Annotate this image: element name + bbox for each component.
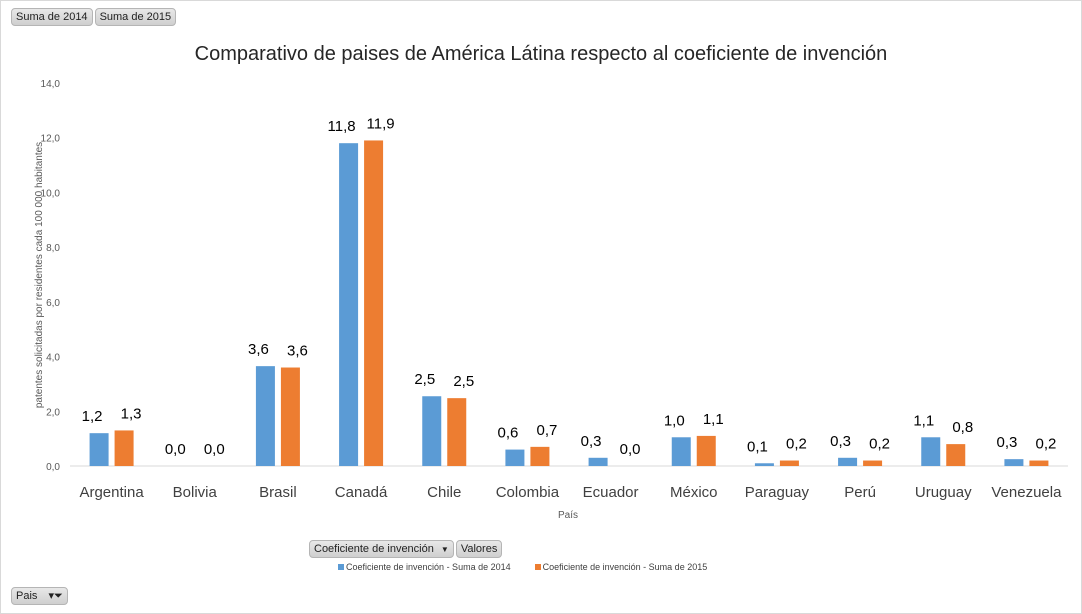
y-tick-label: 8,0 [46, 243, 60, 254]
data-label: 1,2 [82, 408, 103, 425]
dropdown-arrow-icon[interactable]: ▼ [440, 545, 449, 554]
bar-2014 [671, 437, 691, 466]
x-tick-label: Colombia [496, 484, 560, 501]
legend-swatch [338, 564, 344, 570]
bar-2014 [754, 463, 774, 466]
data-label: 0,1 [747, 438, 768, 455]
bar-2015 [696, 435, 716, 466]
bar-2014 [921, 437, 941, 466]
y-tick-label: 4,0 [46, 353, 60, 364]
x-tick-label: Ecuador [583, 484, 639, 501]
legend: Coeficiente de invención - Suma de 2014 … [338, 562, 707, 572]
y-tick-label: 10,0 [41, 188, 61, 199]
data-label: 1,1 [913, 412, 934, 429]
data-label: 0,0 [620, 441, 641, 458]
data-label: 3,6 [248, 341, 269, 358]
bar-2015 [779, 460, 799, 466]
data-label: 0,3 [581, 433, 602, 450]
legend-item-2014: Coeficiente de invención - Suma de 2014 [338, 562, 511, 572]
bar-2014 [1004, 459, 1024, 466]
x-axis-title: País [558, 510, 578, 521]
x-tick-label: México [670, 484, 718, 501]
bar-2014 [838, 457, 858, 466]
y-tick-label: 14,0 [41, 79, 61, 90]
bar-2015 [447, 398, 467, 466]
pivot-value-buttons: Suma de 2014 Suma de 2015 [11, 8, 177, 26]
bar-2014 [89, 433, 109, 466]
x-tick-label: Canadá [335, 484, 388, 501]
data-label: 11,8 [328, 118, 356, 135]
series-field-button[interactable]: Coeficiente de invención ▼ [309, 540, 454, 558]
axis-field-label: Pais [16, 590, 38, 602]
x-tick-label: Chile [427, 484, 461, 501]
legend-item-2015: Coeficiente de invención - Suma de 2015 [534, 562, 707, 572]
bar-2014 [255, 366, 275, 466]
bar-2014 [588, 457, 608, 466]
filter-icon[interactable]: ▾⏷ [48, 590, 63, 602]
data-label: 0,2 [1035, 436, 1056, 453]
bar-2015 [1029, 460, 1049, 466]
bar-2015 [863, 460, 883, 466]
data-label: 0,2 [786, 436, 807, 453]
x-tick-label: Paraguay [745, 484, 810, 501]
y-axis-title: patentes solicitadas por residentes cada… [34, 142, 45, 408]
data-label: 1,3 [121, 405, 142, 422]
pivot-field-button-2014[interactable]: Suma de 2014 [11, 8, 93, 26]
y-tick-label: 6,0 [46, 298, 60, 309]
data-label: 0,8 [952, 419, 973, 436]
data-label: 1,1 [703, 411, 724, 428]
data-label: 0,6 [497, 425, 518, 442]
axis-field-buttons: Pais ▾⏷ [11, 587, 68, 605]
y-tick-label: 0,0 [46, 462, 60, 473]
bar-2015 [280, 367, 300, 466]
series-field-buttons: Coeficiente de invención ▼ Valores [309, 540, 503, 558]
data-label: 0,0 [165, 441, 186, 458]
x-tick-label: Argentina [79, 484, 144, 501]
axis-field-button-pais[interactable]: Pais ▾⏷ [11, 587, 68, 605]
bar-2014 [505, 449, 525, 466]
bar-2015 [114, 430, 134, 466]
series-field-label: Coeficiente de invención [314, 543, 434, 555]
values-field-button[interactable]: Valores [455, 540, 503, 558]
legend-swatch [534, 564, 541, 570]
data-label: 0,2 [869, 436, 890, 453]
y-tick-label: 2,0 [46, 407, 60, 418]
data-label: 2,5 [453, 373, 474, 390]
y-tick-label: 12,0 [41, 134, 61, 145]
x-tick-label: Brasil [259, 484, 297, 501]
data-label: 0,3 [830, 433, 851, 450]
bar-2015 [946, 444, 966, 466]
x-tick-label: Venezuela [991, 484, 1062, 501]
bar-2015 [364, 140, 384, 466]
data-label: 1,0 [664, 412, 685, 429]
data-label: 0,7 [536, 422, 557, 439]
chart-title: Comparativo de paises de América Látina … [195, 43, 888, 65]
bar-2014 [422, 396, 442, 466]
data-label: 0,3 [996, 434, 1017, 451]
data-label: 2,5 [414, 371, 435, 388]
pivot-field-button-2015[interactable]: Suma de 2015 [94, 8, 177, 26]
x-tick-label: Bolivia [173, 484, 218, 501]
data-label: 11,9 [367, 115, 395, 132]
data-label: 0,0 [204, 441, 225, 458]
data-label: 3,6 [287, 343, 308, 360]
x-tick-label: Uruguay [915, 484, 972, 501]
bar-2015 [530, 446, 550, 466]
bar-2014 [339, 143, 359, 466]
x-tick-label: Perú [844, 484, 876, 501]
